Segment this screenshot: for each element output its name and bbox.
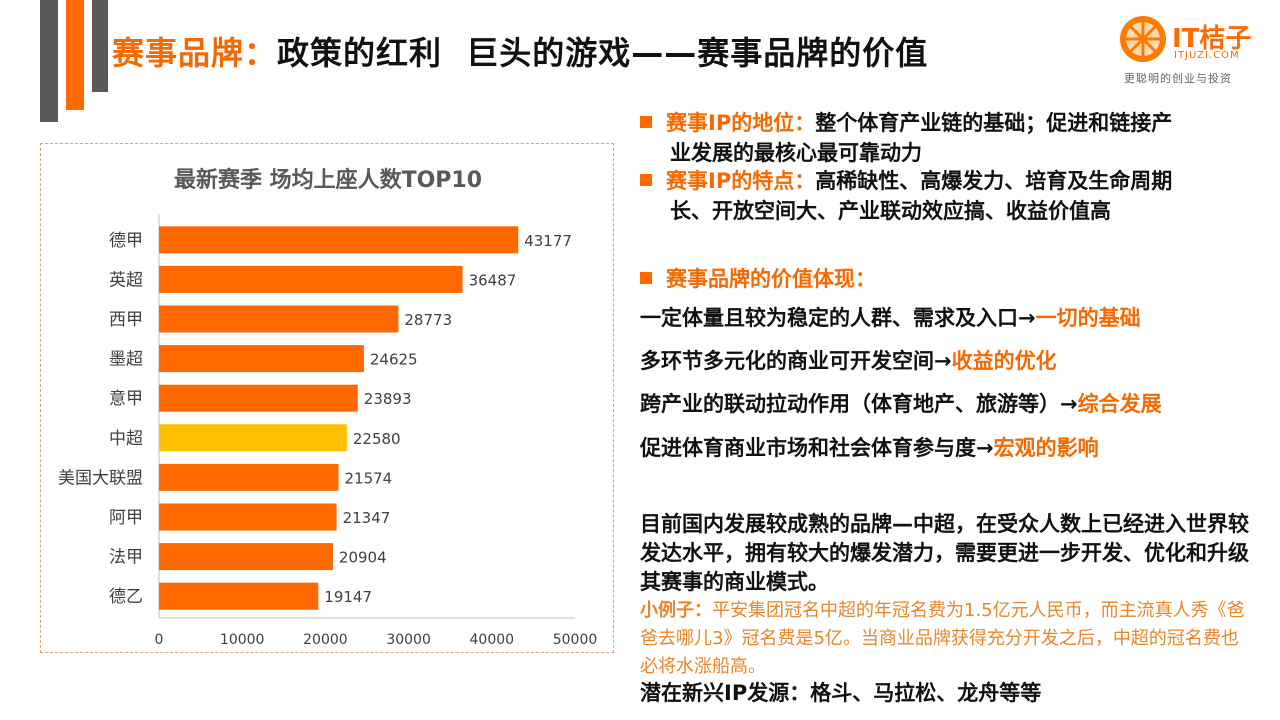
x-tick-label: 0 bbox=[155, 632, 164, 648]
decor-bar-orange bbox=[66, 0, 84, 110]
logo-domain: ITJUZI.COM bbox=[1174, 50, 1240, 61]
summary-text: 目前国内发展较成熟的品牌—中超，在受众人数上已经进入世界较发达水平，拥有较大的爆… bbox=[640, 512, 1249, 594]
data-label: 20904 bbox=[339, 549, 387, 567]
point-features: 赛事IP的特点：高稀缺性、高爆发力、培育及生命周期 长、开放空间大、产业联动效应… bbox=[640, 166, 1172, 226]
value-line-highlight: 一切的基础 bbox=[1035, 306, 1141, 330]
value-line-text: 一定体量且较为稳定的人群、需求及入口→ bbox=[640, 306, 1036, 330]
value-line: 多环节多元化的商业可开发空间→收益的优化 bbox=[640, 345, 1057, 375]
x-tick-label: 20000 bbox=[303, 632, 348, 648]
value-line: 促进体育商业市场和社会体育参与度→宏观的影响 bbox=[640, 432, 1099, 462]
point-status-line2: 业发展的最核心最可靠动力 bbox=[670, 141, 922, 165]
x-tick-label: 50000 bbox=[553, 632, 598, 648]
category-label: 阿甲 bbox=[109, 508, 143, 528]
category-label: 美国大联盟 bbox=[58, 468, 143, 488]
data-label: 36487 bbox=[469, 271, 517, 289]
category-label: 德甲 bbox=[109, 231, 143, 251]
point-features-line1: 高稀缺性、高爆发力、培育及生命周期 bbox=[815, 169, 1173, 193]
decor-bar-gray-short bbox=[92, 0, 108, 92]
point-features-label: 赛事IP的特点： bbox=[666, 169, 816, 193]
bar-9 bbox=[159, 582, 319, 610]
category-label: 中超 bbox=[109, 429, 143, 449]
point-status: 赛事IP的地位：整个体育产业链的基础；促进和链接产 业发展的最核心最可靠动力 bbox=[640, 108, 1172, 168]
category-label: 墨超 bbox=[109, 350, 143, 370]
value-line-text: 跨产业的联动拉动作用（体育地产、旅游等）→ bbox=[640, 392, 1078, 416]
data-label: 24625 bbox=[370, 351, 418, 369]
bar-6 bbox=[159, 463, 339, 491]
data-label: 19147 bbox=[324, 588, 372, 606]
data-label: 23893 bbox=[364, 390, 412, 408]
value-line-highlight: 综合发展 bbox=[1077, 392, 1162, 416]
orange-slice-icon bbox=[1120, 16, 1166, 62]
category-label: 法甲 bbox=[109, 548, 143, 568]
x-tick-label: 40000 bbox=[470, 632, 515, 648]
point-features-line2: 长、开放空间大、产业联动效应搞、收益价值高 bbox=[670, 199, 1111, 223]
logo-name: IT桔子 bbox=[1172, 24, 1252, 54]
chart-title: 最新赛季 场均上座人数TOP10 bbox=[173, 168, 483, 193]
bar-5 bbox=[159, 424, 347, 452]
bar-3 bbox=[159, 345, 364, 373]
point-value-label: 赛事品牌的价值体现： bbox=[666, 267, 876, 291]
x-tick-label: 30000 bbox=[386, 632, 431, 648]
square-bullet-icon bbox=[640, 174, 652, 186]
example-body: 平安集团冠名中超的年冠名费为1.5亿元人民币，而主流真人秀《爸爸去哪儿3》冠名费… bbox=[640, 600, 1245, 677]
page-title-rest: 政策的红利 巨头的游戏——赛事品牌的价值 bbox=[277, 34, 929, 72]
point-value: 赛事品牌的价值体现： bbox=[640, 264, 876, 294]
example-text: 小例子：平安集团冠名中超的年冠名费为1.5亿元人民币，而主流真人秀《爸爸去哪儿3… bbox=[640, 597, 1252, 681]
bar-1 bbox=[159, 265, 463, 293]
data-label: 43177 bbox=[524, 232, 572, 250]
category-label: 西甲 bbox=[109, 310, 143, 330]
value-line-highlight: 宏观的影响 bbox=[993, 436, 1099, 460]
x-tick-label: 10000 bbox=[220, 632, 265, 648]
decor-bar-gray bbox=[40, 0, 58, 122]
bar-4 bbox=[159, 384, 358, 412]
attendance-bar-chart: 德甲 43177 英超 36487 西甲 28773 墨超 24625 意甲 23893 中超 225… bbox=[58, 214, 598, 648]
brand-logo: IT桔子 ITJUZI.COM 更聪明的创业与投资 bbox=[1118, 12, 1268, 85]
point-status-label: 赛事IP的地位： bbox=[666, 111, 816, 135]
square-bullet-icon bbox=[640, 272, 652, 284]
data-label: 21347 bbox=[343, 509, 391, 527]
chart-panel: 最新赛季 场均上座人数TOP10 德甲 43177 英超 36487 西甲 28773 墨超… bbox=[40, 143, 614, 653]
value-line-text: 促进体育商业市场和社会体育参与度→ bbox=[640, 436, 994, 460]
value-line: 跨产业的联动拉动作用（体育地产、旅游等）→综合发展 bbox=[640, 388, 1162, 418]
value-line-highlight: 收益的优化 bbox=[951, 349, 1057, 373]
page-title-accent: 赛事品牌： bbox=[112, 34, 278, 72]
point-status-line1: 整个体育产业链的基础；促进和链接产 bbox=[815, 111, 1173, 135]
logo-slogan: 更聪明的创业与投资 bbox=[1124, 72, 1232, 85]
data-label: 21574 bbox=[344, 469, 392, 487]
category-label: 英超 bbox=[109, 270, 143, 290]
category-label: 德乙 bbox=[109, 587, 143, 607]
value-line-text: 多环节多元化的商业可开发空间→ bbox=[640, 349, 952, 373]
bar-2 bbox=[159, 305, 399, 333]
page-title: 赛事品牌：政策的红利 巨头的游戏——赛事品牌的价值 bbox=[112, 28, 928, 74]
bar-7 bbox=[159, 503, 337, 531]
data-label: 28773 bbox=[404, 311, 452, 329]
emerging-ip-text: 潜在新兴IP发源：格斗、马拉松、龙舟等等 bbox=[640, 681, 1042, 705]
value-line: 一定体量且较为稳定的人群、需求及入口→一切的基础 bbox=[640, 302, 1141, 332]
bar-0 bbox=[159, 226, 519, 254]
square-bullet-icon bbox=[640, 116, 652, 128]
example-label: 小例子： bbox=[640, 600, 712, 621]
category-label: 意甲 bbox=[109, 389, 143, 409]
bar-8 bbox=[159, 543, 333, 571]
data-label: 22580 bbox=[353, 430, 401, 448]
